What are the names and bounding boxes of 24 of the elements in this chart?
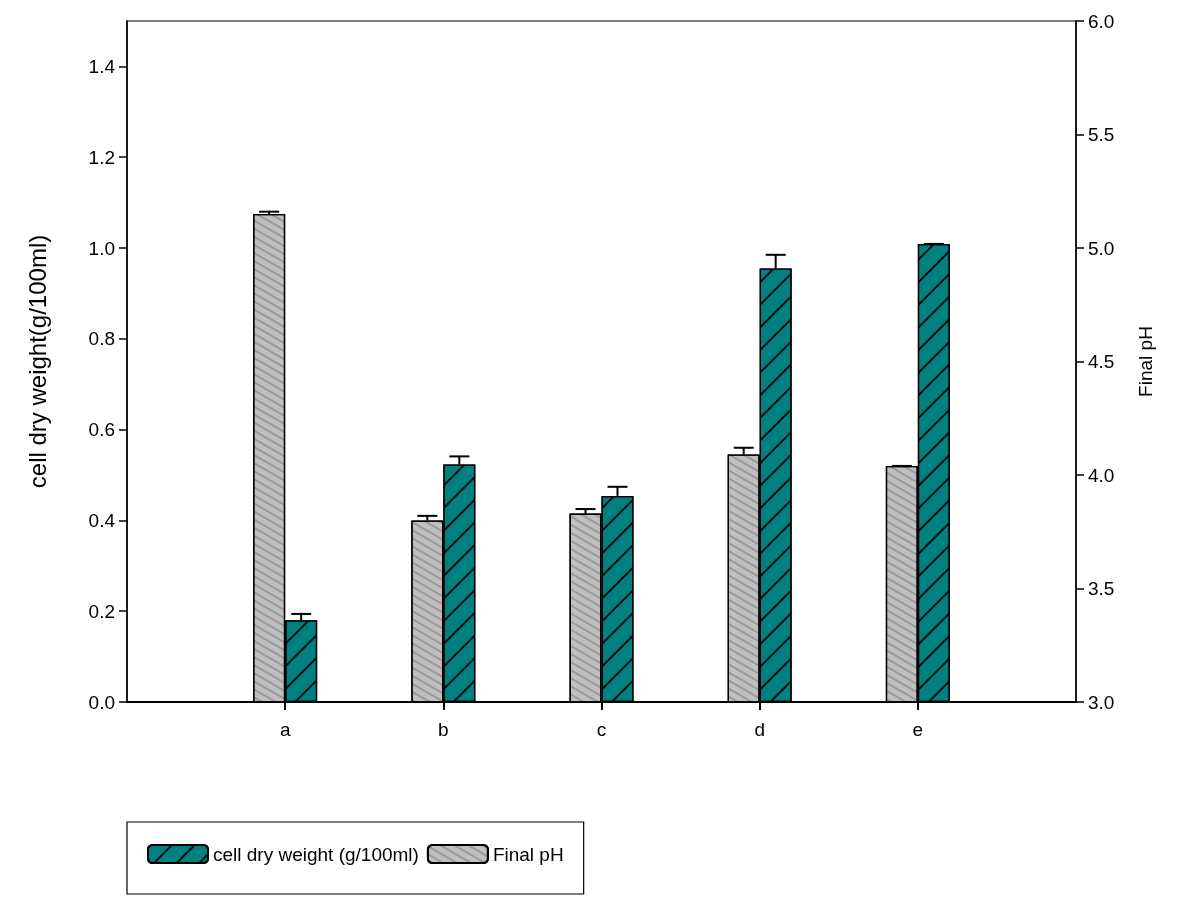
legend-label: cell dry weight (g/100ml) [213, 843, 419, 865]
y2-tick-label: 4.5 [1088, 351, 1115, 372]
y2-axis-title: Final pH [1135, 326, 1156, 397]
y2-tick-label: 4.0 [1088, 464, 1115, 486]
x-tick-label: e [912, 719, 924, 740]
y2-tick-label: 3.0 [1088, 691, 1115, 713]
x-tick-label: a [279, 719, 291, 740]
y2-tick-label: 5.5 [1088, 124, 1115, 145]
y2-tick-label: 5.0 [1088, 237, 1115, 259]
y-tick-label: 0.0 [88, 691, 115, 713]
y-tick-label: 0.4 [88, 509, 116, 531]
y-tick-label: 1.4 [88, 55, 116, 77]
y-tick-label: 1.2 [88, 146, 115, 168]
y-tick-label: 0.8 [88, 328, 115, 350]
y-axis-title: cell dry weight(g/100ml) [23, 234, 51, 489]
x-tick-label: b [438, 719, 449, 740]
y2-tick-label: 3.5 [1088, 578, 1115, 599]
y-tick-label: 0.2 [88, 600, 115, 622]
legend-label: Final pH [492, 843, 564, 865]
y-tick-label: 0.6 [88, 419, 115, 441]
x-tick-label: d [754, 719, 765, 740]
y2-tick-label: 6.0 [1088, 10, 1115, 32]
x-tick-label: c [596, 719, 607, 740]
y-tick-label: 1.0 [88, 237, 115, 259]
